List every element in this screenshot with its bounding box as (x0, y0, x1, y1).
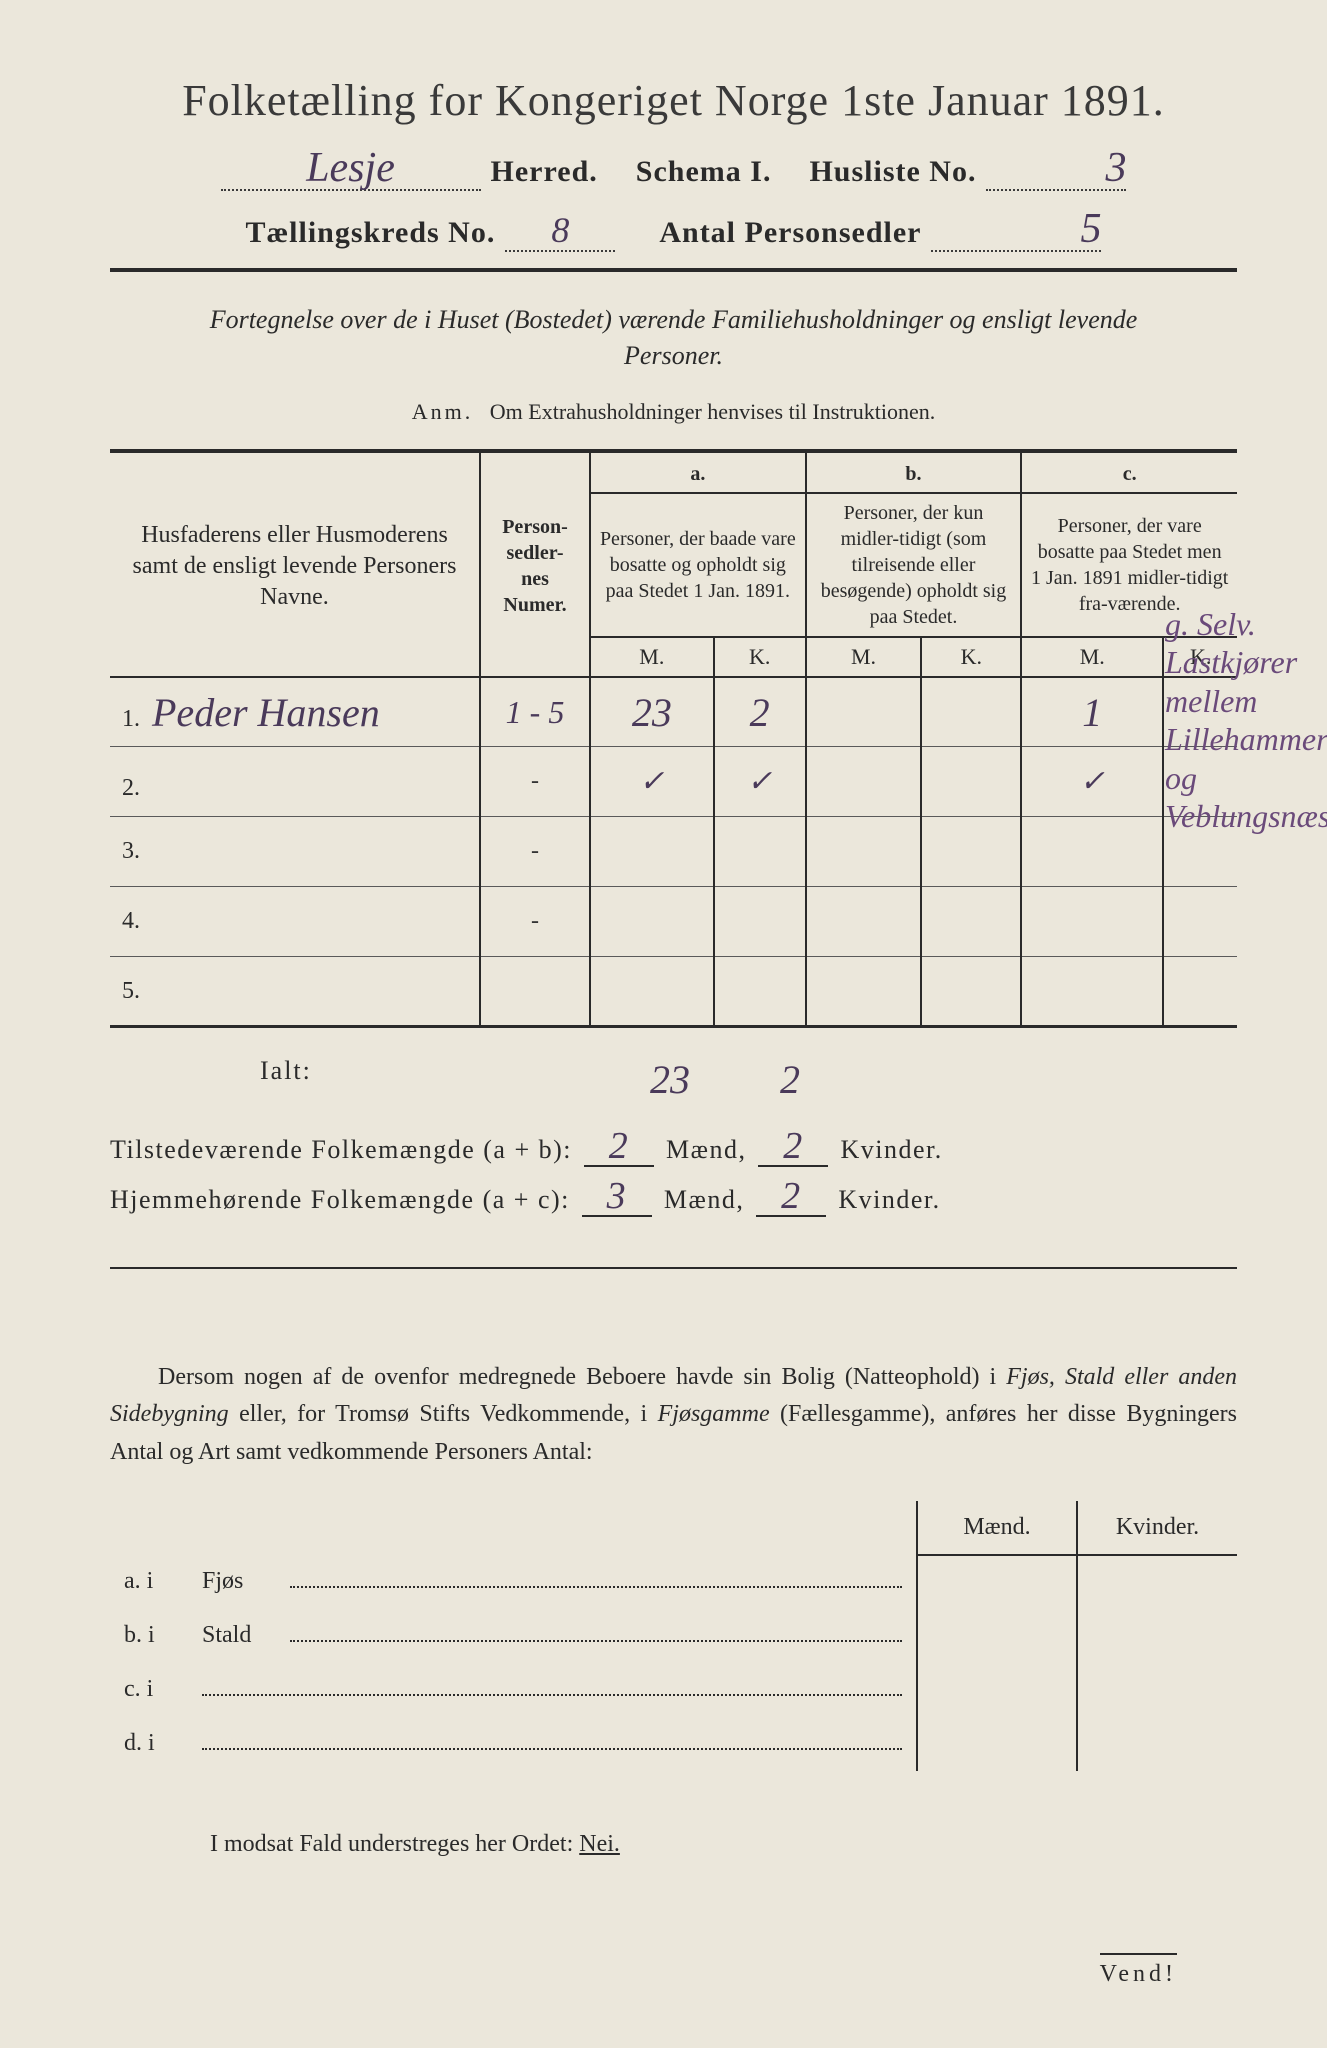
sub-row: a. iFjøs (110, 1555, 1237, 1609)
col-b-label: b. (806, 451, 1022, 493)
subtitle: Fortegnelse over de i Huset (Bostedet) v… (170, 302, 1177, 375)
herred-field: Lesje (221, 152, 481, 191)
sub-head-m: Mænd. (917, 1501, 1077, 1555)
sub-head-k: Kvinder. (1077, 1501, 1237, 1555)
anm-label: Anm. (412, 399, 474, 424)
ialt-row: Ialt: 23 2 (110, 1056, 1237, 1103)
herred-label: Herred. (491, 155, 598, 189)
sub-row: c. i (110, 1663, 1237, 1717)
outbuilding-table: Mænd. Kvinder. a. iFjøs b. iStald c. i d… (110, 1501, 1237, 1771)
margin-annotation: g. Selv. Lastkjører mellem Lillehammer o… (1165, 605, 1315, 835)
antal-field: 5 (931, 213, 1101, 252)
footer-nei: Nei. (579, 1831, 620, 1857)
husliste-label: Husliste No. (809, 155, 976, 189)
kreds-field: 8 (505, 216, 615, 252)
sub-row: b. iStald (110, 1609, 1237, 1663)
col-names: Husfaderens eller Husmoderens samt de en… (110, 451, 480, 677)
antal-label: Antal Personsedler (659, 216, 921, 250)
antal-value: 5 (1080, 206, 1101, 252)
summary-present: Tilstedeværende Folkemængde (a + b): 2 M… (110, 1131, 1237, 1167)
sub-row: d. i (110, 1717, 1237, 1771)
table-row: 3. - (110, 817, 1237, 887)
col-c-m: M. (1021, 637, 1163, 677)
ialt-label: Ialt: (110, 1056, 520, 1103)
col-a-m: M. (590, 637, 714, 677)
household-table: Husfaderens eller Husmoderens samt de en… (110, 449, 1237, 1029)
table-row: 4. - (110, 887, 1237, 957)
col-b-m: M. (806, 637, 922, 677)
kreds-value: 8 (551, 210, 569, 250)
col-a-desc: Personer, der baade vare bosatte og opho… (590, 493, 806, 637)
table-row: 5. (110, 957, 1237, 1027)
col-a-k: K. (714, 637, 806, 677)
outbuilding-paragraph: Dersom nogen af de ovenfor medregnede Be… (110, 1359, 1237, 1471)
divider-mid (110, 1267, 1237, 1269)
col-numer: Person- sedler- nes Numer. (480, 451, 590, 677)
col-b-desc: Personer, der kun midler-tidigt (som til… (806, 493, 1022, 637)
col-a-label: a. (590, 451, 806, 493)
col-b-k: K. (921, 637, 1021, 677)
summary-block: Tilstedeværende Folkemængde (a + b): 2 M… (110, 1131, 1237, 1217)
vend-label: Vend! (1100, 1953, 1177, 1988)
kreds-label: Tællingskreds No. (246, 216, 496, 250)
header-line-2: Tællingskreds No. 8 Antal Personsedler 5 (110, 213, 1237, 252)
ialt-am: 23 (650, 1056, 690, 1103)
husliste-field: 3 (986, 152, 1126, 191)
footer-line: I modsat Fald understreges her Ordet: Ne… (110, 1831, 1237, 1858)
husliste-value: 3 (1105, 145, 1126, 191)
table-row: 1.Peder Hansen 1 - 5 23 2 1 (110, 677, 1237, 747)
table-row: 2. - ✓ ✓ ✓ (110, 747, 1237, 817)
anm-text: Om Extrahusholdninger henvises til Instr… (490, 399, 935, 424)
census-form-page: Folketælling for Kongeriget Norge 1ste J… (0, 0, 1327, 2048)
page-title: Folketælling for Kongeriget Norge 1ste J… (110, 75, 1237, 126)
ialt-ak: 2 (780, 1056, 800, 1103)
header-line-1: Lesje Herred. Schema I. Husliste No. 3 (110, 152, 1237, 191)
divider-top (110, 268, 1237, 272)
schema-label: Schema I. (636, 155, 772, 189)
herred-value: Lesje (306, 145, 395, 191)
summary-resident: Hjemmehørende Folkemængde (a + c): 3 Mæn… (110, 1181, 1237, 1217)
col-c-label: c. (1021, 451, 1237, 493)
anm-line: Anm. Om Extrahusholdninger henvises til … (110, 399, 1237, 425)
